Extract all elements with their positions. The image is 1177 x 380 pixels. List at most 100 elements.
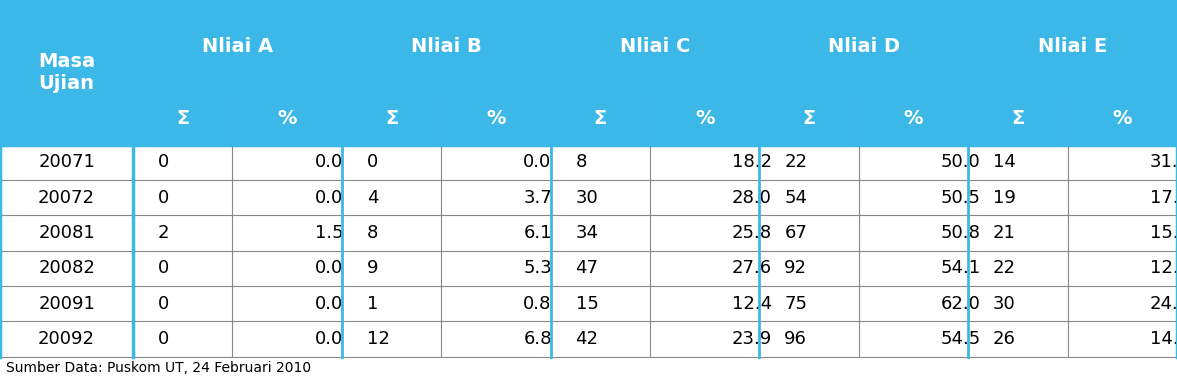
Bar [650, 321, 759, 357]
Bar [133, 180, 233, 215]
Bar [551, 251, 650, 286]
Text: Σ: Σ [177, 109, 189, 128]
Text: 20091: 20091 [38, 295, 95, 313]
Text: 0: 0 [158, 154, 169, 171]
Text: Nliai B: Nliai B [411, 37, 481, 56]
Bar [233, 145, 343, 180]
Text: %: % [694, 109, 714, 128]
Bar [859, 321, 969, 357]
Text: 20081: 20081 [38, 224, 95, 242]
Bar [133, 321, 233, 357]
Bar [551, 180, 650, 215]
Text: 92: 92 [784, 260, 807, 277]
Text: 27.6: 27.6 [732, 260, 772, 277]
Bar [133, 93, 233, 145]
Bar [759, 251, 859, 286]
Bar [551, 93, 650, 145]
Bar [133, 286, 233, 321]
Bar [650, 215, 759, 251]
Bar [1068, 251, 1177, 286]
Bar [859, 215, 969, 251]
Bar [969, 286, 1068, 321]
Text: 0.0: 0.0 [314, 260, 343, 277]
Bar [441, 286, 551, 321]
Bar [343, 215, 441, 251]
Text: 26: 26 [993, 330, 1016, 348]
Text: 30: 30 [993, 295, 1016, 313]
Text: 20072: 20072 [38, 189, 95, 207]
Bar [969, 93, 1068, 145]
Text: %: % [1112, 109, 1132, 128]
Text: 20082: 20082 [38, 260, 95, 277]
Text: 8: 8 [576, 154, 587, 171]
Text: 96: 96 [784, 330, 807, 348]
Bar [969, 180, 1068, 215]
Text: 22: 22 [784, 154, 807, 171]
Text: 12.9: 12.9 [1150, 260, 1177, 277]
Text: 67: 67 [784, 224, 807, 242]
Text: 2: 2 [158, 224, 169, 242]
Bar [233, 93, 343, 145]
Text: Nliai D: Nliai D [827, 37, 900, 56]
Text: %: % [486, 109, 506, 128]
Text: Nliai E: Nliai E [1038, 37, 1108, 56]
Text: 0: 0 [367, 154, 378, 171]
Bar [1068, 145, 1177, 180]
Text: Nliai C: Nliai C [620, 37, 690, 56]
Text: 9: 9 [367, 260, 378, 277]
Text: %: % [904, 109, 923, 128]
Text: 24.8: 24.8 [1150, 295, 1177, 313]
Bar [969, 145, 1068, 180]
Text: Σ: Σ [803, 109, 816, 128]
Text: 12.4: 12.4 [732, 295, 772, 313]
Text: 12: 12 [367, 330, 390, 348]
Bar [859, 251, 969, 286]
Text: 15.9: 15.9 [1150, 224, 1177, 242]
Text: 0.0: 0.0 [524, 154, 552, 171]
Text: Masa
Ujian: Masa Ujian [38, 52, 95, 93]
Bar [0, 251, 133, 286]
Text: 15: 15 [576, 295, 598, 313]
Bar [233, 215, 343, 251]
Text: 17.8: 17.8 [1150, 189, 1177, 207]
Text: 54: 54 [784, 189, 807, 207]
Text: %: % [278, 109, 297, 128]
Text: Σ: Σ [593, 109, 607, 128]
Bar [0, 215, 133, 251]
Bar [650, 286, 759, 321]
Text: 0.0: 0.0 [314, 295, 343, 313]
Bar [0, 0, 133, 145]
Text: 8: 8 [367, 224, 378, 242]
Bar [1068, 321, 1177, 357]
Bar [759, 145, 859, 180]
Text: 0.8: 0.8 [524, 295, 552, 313]
Text: 3.7: 3.7 [524, 189, 552, 207]
Bar [233, 286, 343, 321]
Text: 1: 1 [367, 295, 378, 313]
Text: Σ: Σ [385, 109, 398, 128]
Bar [759, 321, 859, 357]
Bar [133, 215, 233, 251]
Bar [441, 215, 551, 251]
Text: 20092: 20092 [38, 330, 95, 348]
Text: 0.0: 0.0 [314, 330, 343, 348]
Text: 0: 0 [158, 330, 169, 348]
Bar [441, 93, 551, 145]
Text: 1.5: 1.5 [314, 224, 344, 242]
Bar [0, 180, 133, 215]
Text: 30: 30 [576, 189, 598, 207]
Text: 0.0: 0.0 [314, 189, 343, 207]
Bar [650, 180, 759, 215]
Text: 0: 0 [158, 260, 169, 277]
Text: 20071: 20071 [38, 154, 95, 171]
Bar [233, 321, 343, 357]
Text: Nliai A: Nliai A [202, 37, 273, 56]
Text: Σ: Σ [1011, 109, 1024, 128]
Text: 34: 34 [576, 224, 599, 242]
Bar [0, 321, 133, 357]
Bar [441, 145, 551, 180]
Text: 50.8: 50.8 [940, 224, 980, 242]
Bar [133, 251, 233, 286]
Bar [133, 145, 233, 180]
Text: 23.9: 23.9 [732, 330, 772, 348]
